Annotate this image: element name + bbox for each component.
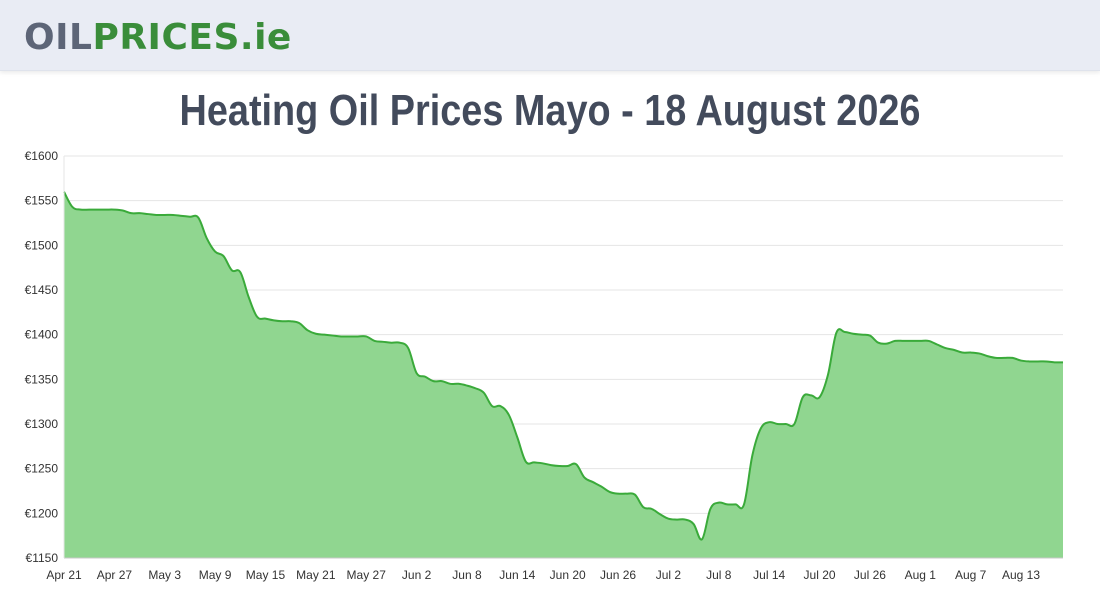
- price-area-fill: [64, 191, 1063, 558]
- x-axis-ticks: Apr 21 Apr 27 May 3 May 9 May 15 May 21 May 27…: [46, 568, 1040, 582]
- y-tick-label: €1450: [25, 283, 59, 297]
- y-tick-label: €1500: [25, 238, 59, 252]
- y-tick-label: €1350: [25, 372, 59, 386]
- y-tick-label: €1300: [25, 417, 59, 431]
- x-tick-label: Jun 14: [499, 568, 535, 582]
- x-tick-label: Aug 7: [955, 568, 987, 582]
- y-tick-label: €1200: [25, 506, 59, 520]
- y-tick-label: €1550: [25, 194, 59, 208]
- x-tick-label: May 15: [246, 568, 286, 582]
- site-header: OILPRICES.ie: [0, 0, 1100, 71]
- site-logo[interactable]: OILPRICES.ie: [24, 14, 292, 62]
- x-tick-label: Jun 8: [452, 568, 482, 582]
- x-tick-label: May 21: [296, 568, 336, 582]
- x-tick-label: Apr 27: [97, 568, 133, 582]
- y-axis-ticks: €1150 €1200 €1250 €1300 €1350 €1400 €1450 €1500…: [25, 149, 59, 565]
- y-tick-label: €1400: [25, 328, 59, 342]
- logo-text-prices: PRICES: [92, 17, 240, 58]
- x-tick-label: Jul 26: [854, 568, 886, 582]
- x-tick-label: Jun 2: [402, 568, 432, 582]
- x-tick-label: Jul 14: [753, 568, 785, 582]
- x-tick-label: Apr 21: [46, 568, 82, 582]
- x-tick-label: Aug 13: [1002, 568, 1040, 582]
- x-tick-label: Jul 20: [804, 568, 836, 582]
- x-tick-label: May 9: [199, 568, 232, 582]
- page-title: Heating Oil Prices Mayo - 18 August 2026: [179, 86, 921, 135]
- x-tick-label: May 27: [347, 568, 387, 582]
- y-tick-label: €1250: [25, 462, 59, 476]
- y-tick-label: €1150: [26, 551, 59, 565]
- x-tick-label: Aug 1: [905, 568, 937, 582]
- price-line: [63, 191, 1064, 541]
- x-tick-label: Jun 20: [550, 568, 586, 582]
- x-tick-label: Jun 26: [600, 568, 636, 582]
- logo-text-oil: OIL: [24, 17, 93, 58]
- x-tick-label: Jul 2: [656, 568, 682, 582]
- y-tick-label: €1600: [25, 149, 59, 163]
- logo-text-domain: .ie: [239, 17, 292, 58]
- x-tick-label: May 3: [148, 568, 181, 582]
- x-tick-label: Jul 8: [706, 568, 732, 582]
